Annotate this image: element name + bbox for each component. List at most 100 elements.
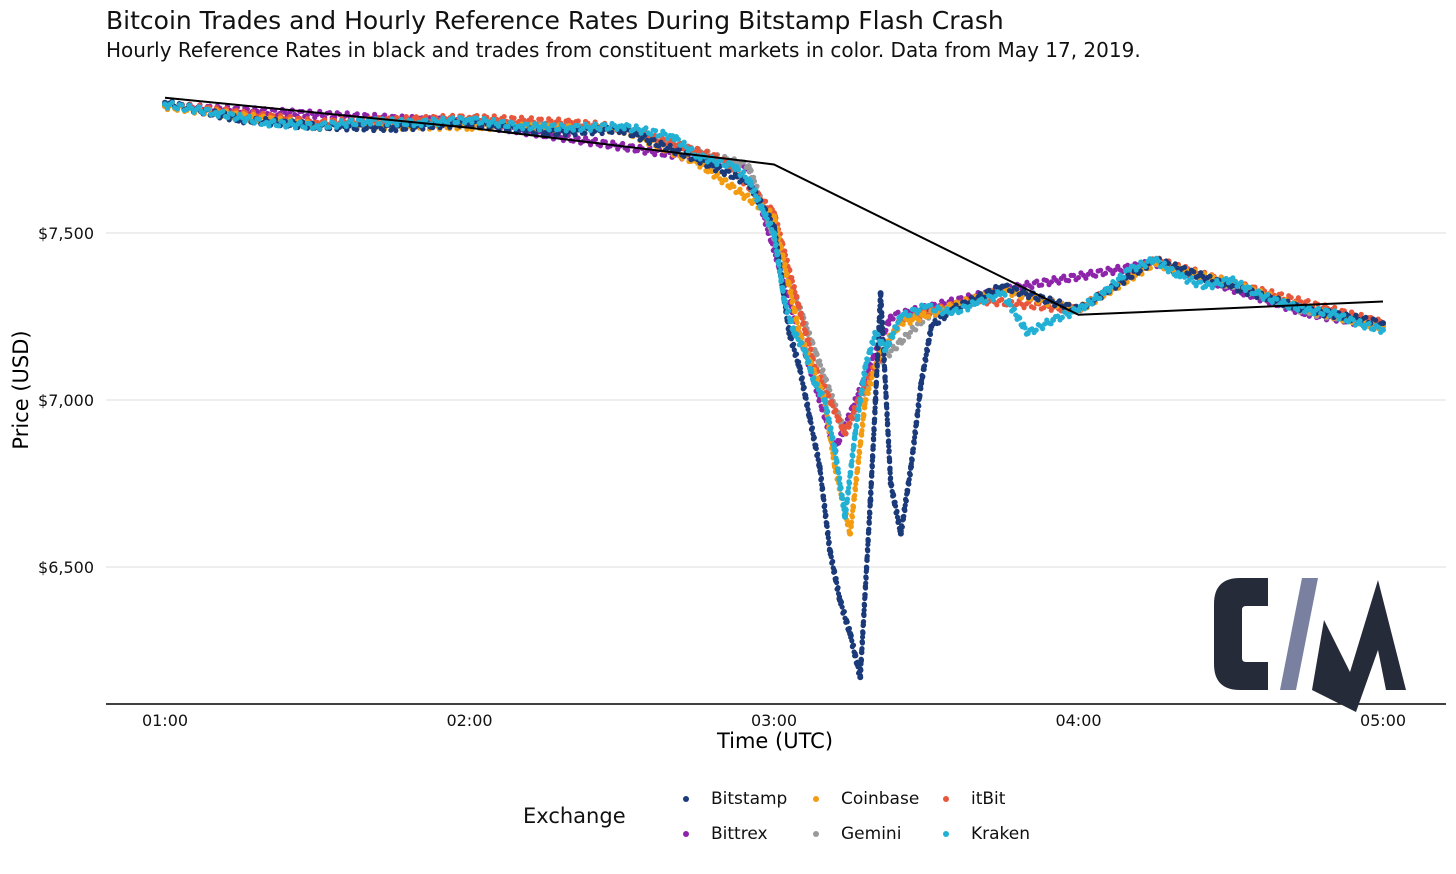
- trade-point-bitstamp: [828, 549, 834, 555]
- trade-point-coinbase: [780, 256, 787, 262]
- trade-point-kraken: [358, 117, 364, 123]
- trade-point-kraken: [1209, 285, 1215, 291]
- cm-logo-c-shape: [1214, 578, 1268, 690]
- trade-point-bitstamp: [906, 481, 912, 487]
- cm-logo-m-shape: [1312, 580, 1406, 712]
- trade-point-bitstamp: [393, 128, 399, 134]
- trade-point-kraken: [230, 111, 236, 117]
- trade-point-coinbase: [851, 496, 857, 502]
- trade-point-kraken: [860, 381, 866, 387]
- trade-point-bitstamp: [1056, 298, 1063, 304]
- trade-point-bittrex: [592, 136, 599, 142]
- trade-point-bitstamp: [884, 405, 890, 411]
- trade-point-kraken: [865, 357, 871, 363]
- trade-point-coinbase: [778, 245, 785, 251]
- trade-point-kraken: [835, 466, 841, 472]
- trade-point-itbit: [829, 398, 835, 405]
- trade-point-kraken: [321, 120, 328, 126]
- trade-point-bittrex: [620, 140, 626, 147]
- trade-point-bitstamp: [1137, 268, 1143, 274]
- trade-point-kraken: [607, 125, 613, 131]
- trade-point-kraken: [1055, 313, 1061, 319]
- trade-point-itbit: [521, 117, 527, 123]
- trade-point-kraken: [740, 169, 747, 175]
- trade-point-kraken: [1341, 312, 1347, 318]
- y-tick-label-6500: $6,500: [38, 558, 94, 577]
- trade-point-kraken: [1002, 292, 1008, 298]
- trade-point-kraken: [852, 436, 858, 442]
- trade-point-bitstamp: [923, 357, 929, 364]
- trade-point-kraken: [602, 121, 608, 128]
- trade-point-kraken: [689, 146, 695, 152]
- trade-point-kraken: [657, 132, 664, 138]
- trade-point-bitstamp: [861, 602, 868, 609]
- trade-point-coinbase: [848, 523, 854, 530]
- reference-rate-layer: [164, 96, 1384, 316]
- trade-point-itbit: [787, 267, 793, 273]
- trade-point-kraken: [418, 122, 424, 129]
- trade-point-bitstamp: [821, 497, 827, 503]
- trade-point-bitstamp: [883, 383, 889, 389]
- trade-point-bitstamp: [609, 129, 615, 135]
- trade-point-kraken: [773, 241, 779, 247]
- trade-point-kraken: [643, 125, 649, 131]
- trade-point-itbit: [791, 283, 797, 290]
- trade-point-kraken: [636, 126, 642, 132]
- trade-point-kraken: [875, 331, 881, 338]
- trade-point-coinbase: [737, 186, 743, 192]
- legend-label-kraken: Kraken: [971, 824, 1031, 844]
- trade-point-kraken: [546, 127, 552, 133]
- trade-point-itbit: [704, 148, 710, 154]
- trade-point-kraken: [777, 267, 783, 273]
- trade-point-itbit: [808, 346, 814, 352]
- trade-point-bitstamp: [880, 329, 886, 335]
- legend-dot-bittrex: [683, 831, 689, 837]
- trade-point-gemini: [823, 377, 830, 383]
- trade-point-bitstamp: [599, 130, 605, 137]
- trade-point-kraken: [1006, 298, 1012, 304]
- trade-point-itbit: [798, 310, 804, 316]
- trade-point-kraken: [675, 136, 681, 142]
- trade-point-kraken: [587, 127, 593, 133]
- trade-point-itbit: [1031, 305, 1037, 311]
- trade-point-kraken: [1113, 281, 1120, 288]
- trade-point-bitstamp: [867, 495, 874, 502]
- trade-point-gemini: [817, 362, 824, 368]
- trade-point-coinbase: [857, 449, 863, 456]
- trade-point-gemini: [817, 358, 823, 364]
- trade-point-kraken: [336, 122, 342, 128]
- trade-point-gemini: [900, 338, 907, 344]
- trade-point-kraken: [1100, 290, 1107, 297]
- trade-point-kraken: [520, 126, 526, 132]
- trade-point-coinbase: [855, 466, 861, 472]
- trade-point-kraken: [1265, 292, 1271, 298]
- trade-point-kraken: [433, 118, 439, 124]
- trade-point-kraken: [831, 442, 838, 449]
- trade-point-bitstamp: [889, 482, 895, 488]
- trade-point-kraken: [681, 139, 687, 145]
- trade-point-bittrex: [662, 152, 668, 158]
- legend-label-itbit: itBit: [971, 789, 1006, 809]
- trade-point-gemini: [913, 327, 919, 333]
- trade-point-kraken: [833, 449, 839, 455]
- trade-point-kraken: [723, 163, 729, 170]
- trade-point-itbit: [1041, 305, 1047, 311]
- trade-point-kraken: [575, 123, 581, 129]
- y-axis-ticks: $6,500 $7,000 $7,500: [38, 224, 94, 577]
- trade-point-itbit: [833, 407, 839, 413]
- trade-point-gemini: [751, 178, 758, 184]
- trade-point-kraken: [307, 121, 313, 127]
- trade-point-bitstamp: [660, 141, 666, 148]
- trade-point-bitstamp: [882, 378, 888, 384]
- trade-point-kraken: [890, 334, 896, 340]
- trade-point-coinbase: [723, 177, 729, 183]
- trade-point-itbit: [1278, 291, 1285, 297]
- trade-point-bitstamp: [917, 392, 923, 399]
- legend-dot-itbit: [943, 796, 949, 802]
- trade-point-coinbase: [900, 321, 906, 327]
- trade-point-coinbase: [868, 381, 874, 387]
- trade-point-bitstamp: [860, 630, 866, 636]
- trade-point-gemini: [886, 353, 893, 359]
- trade-point-bitstamp: [858, 667, 864, 674]
- series-gemini: [162, 99, 1386, 437]
